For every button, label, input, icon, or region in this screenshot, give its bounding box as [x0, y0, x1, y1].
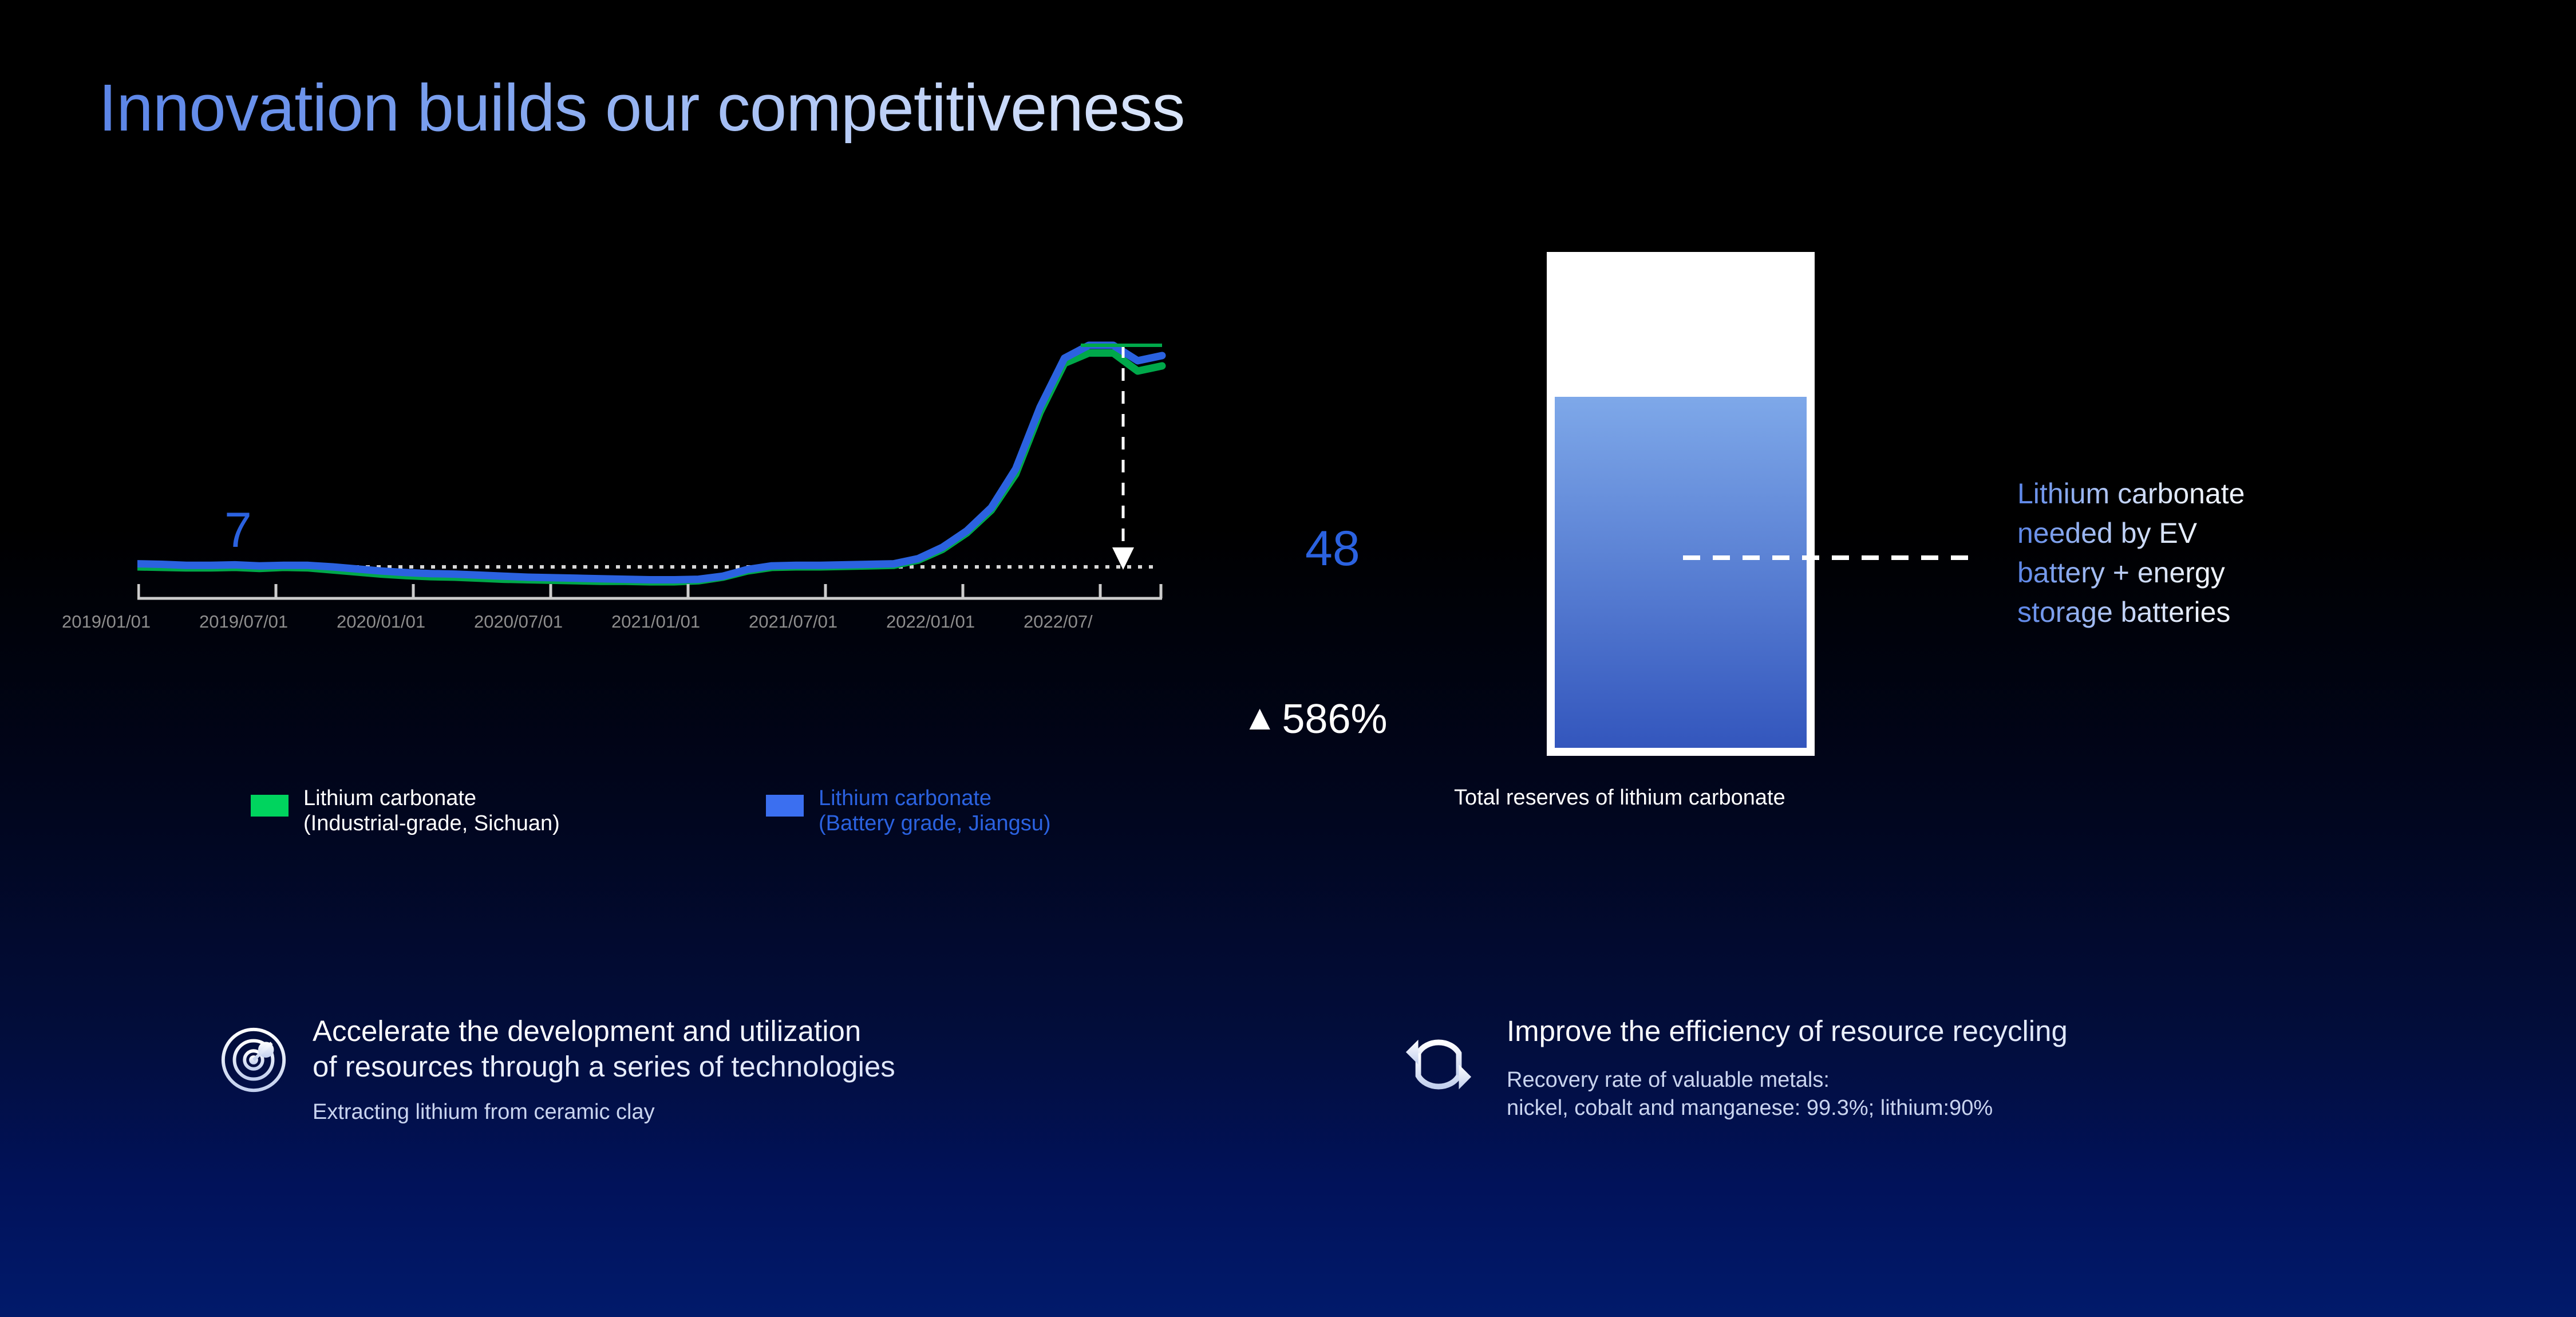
x-tick-label: 2020/01/01: [337, 612, 426, 632]
legend-swatch-blue: [766, 795, 804, 817]
reserves-indicator-dashed-line: [1683, 555, 1969, 560]
growth-percentage-badge: ▲ 586%: [1242, 699, 1388, 740]
chart-legend: Lithium carbonate (Industrial-grade, Sic…: [251, 786, 1051, 837]
end-value-label: 48: [1305, 521, 1360, 576]
feature-text-group: Improve the efficiency of resource recyc…: [1507, 1014, 2068, 1122]
x-tick-label: 2022/01/01: [886, 612, 975, 632]
price-line-chart: 2019/01/01 2019/07/01 2020/01/01 2020/07…: [62, 240, 1388, 882]
legend-item-industrial[interactable]: Lithium carbonate (Industrial-grade, Sic…: [251, 786, 766, 837]
page-title: Innovation builds our competitiveness: [98, 70, 1185, 145]
feature-block-resource-development: Accelerate the development and utilizati…: [218, 1014, 895, 1126]
legend-label: Lithium carbonate (Industrial-grade, Sic…: [303, 786, 560, 836]
reserves-bar-fill: [1555, 397, 1807, 748]
x-tick-label: 2019/07/01: [199, 612, 289, 632]
x-tick-label: 2019/01/01: [62, 612, 151, 632]
reserves-caption: Total reserves of lithium carbonate: [1454, 786, 1785, 810]
x-axis: [137, 584, 1163, 600]
legend-item-battery[interactable]: Lithium carbonate (Battery grade, Jiangs…: [766, 786, 1051, 837]
start-value-label: 7: [224, 503, 252, 558]
x-tick-label: 2020/07/01: [474, 612, 563, 632]
feature-block-resource-recycling: Improve the efficiency of resource recyc…: [1402, 1014, 2068, 1122]
chart-plot-area: [137, 341, 1166, 600]
legend-label: Lithium carbonate (Battery grade, Jiangs…: [819, 786, 1051, 836]
x-tick-label: 2021/01/01: [611, 612, 701, 632]
feature-subtext: Recovery rate of valuable metals: nickel…: [1507, 1068, 1993, 1120]
feature-subtext: Extracting lithium from ceramic clay: [313, 1100, 655, 1125]
series-line-battery: [137, 341, 1166, 583]
reserves-bar-container: [1547, 252, 1815, 756]
reserves-demand-note: Lithium carbonate needed by EV battery +…: [2017, 474, 2245, 632]
triangle-up-icon: ▲: [1242, 698, 1278, 738]
growth-percentage-value: 586%: [1282, 696, 1388, 742]
x-tick-label: 2021/07/01: [749, 612, 838, 632]
legend-swatch-green: [251, 795, 289, 817]
recycle-loop-icon: [1402, 1028, 1475, 1103]
target-radar-icon: [218, 1024, 290, 1099]
feature-heading: Improve the efficiency of resource recyc…: [1507, 1015, 2068, 1047]
growth-measure-arrow: [1081, 344, 1162, 570]
series-line-industrial: [137, 349, 1166, 586]
feature-heading: Accelerate the development and utilizati…: [313, 1015, 895, 1083]
feature-text-group: Accelerate the development and utilizati…: [313, 1014, 895, 1126]
x-tick-label: 2022/07/: [1024, 612, 1093, 632]
